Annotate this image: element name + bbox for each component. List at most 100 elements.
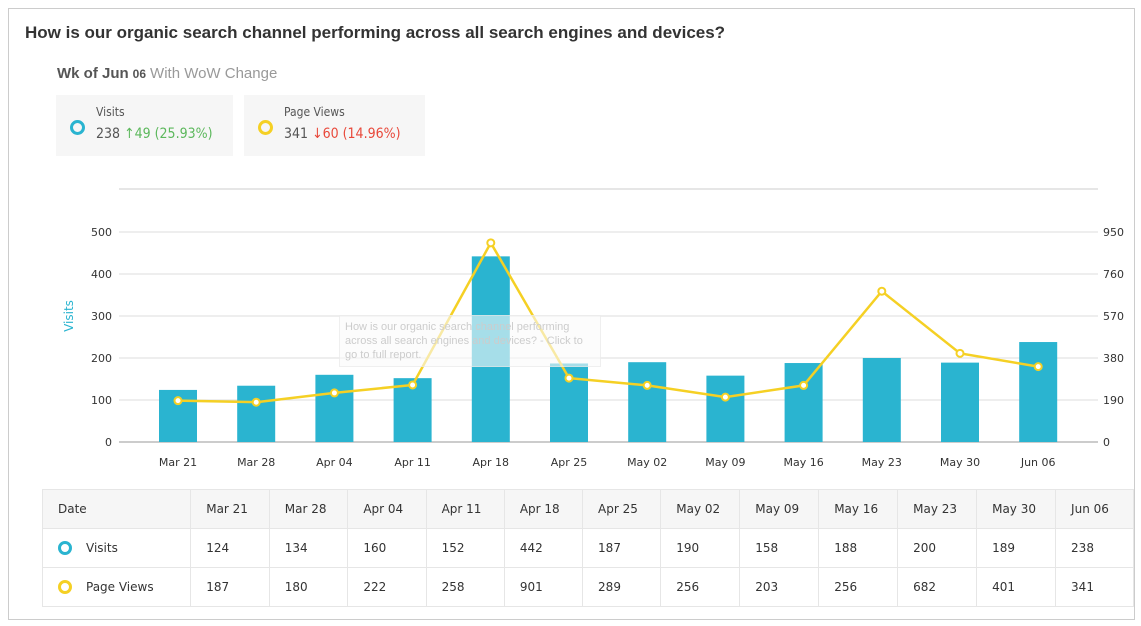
bar-visits[interactable]	[941, 362, 979, 442]
table-cell: 401	[976, 567, 1057, 607]
bar-visits[interactable]	[315, 374, 354, 442]
card-value: 238 ↑49 (25.93%)	[96, 126, 212, 142]
visits-legend-icon	[70, 120, 85, 135]
table-cell: 682	[897, 567, 978, 607]
line-pageviews	[177, 240, 1039, 404]
point-pageviews[interactable]	[486, 238, 496, 248]
y-axis-label: Visits	[62, 300, 76, 332]
table-cell: 222	[347, 567, 427, 607]
table-cell: 189	[976, 528, 1057, 568]
row-label: Page Views	[86, 579, 154, 594]
point-pageviews[interactable]	[720, 392, 730, 402]
bar-visits[interactable]	[706, 375, 745, 442]
header-date-cell: May 23	[897, 489, 978, 529]
y-right-tick: 950	[1103, 226, 1124, 239]
point-pageviews[interactable]	[564, 373, 574, 383]
x-tick: May 23	[862, 456, 902, 469]
point-pageviews[interactable]	[799, 380, 809, 390]
header-date-cell: May 02	[660, 489, 741, 529]
point-pageviews[interactable]	[329, 388, 339, 398]
point-pageviews[interactable]	[642, 380, 652, 390]
x-tick: Apr 25	[551, 456, 588, 469]
y-right-tick: 760	[1103, 268, 1124, 281]
point-pageviews[interactable]	[1033, 362, 1043, 372]
point-pageviews[interactable]	[173, 396, 183, 406]
x-tick: May 16	[783, 456, 823, 469]
y-left-tick: 200	[91, 352, 112, 365]
card-value: 341 ↓60 (14.96%)	[284, 126, 400, 142]
question-title[interactable]: How is our organic search channel perfor…	[25, 23, 726, 42]
table-cell: 203	[739, 567, 820, 607]
point-pageviews[interactable]	[877, 286, 887, 296]
x-tick: Mar 28	[237, 456, 275, 469]
x-tick: May 02	[627, 456, 667, 469]
table-cell: 256	[660, 567, 741, 607]
pageviews-legend-icon	[58, 580, 72, 595]
table-cell: 200	[897, 528, 978, 568]
visits-legend-icon	[58, 541, 72, 556]
arrow-up-icon: ↑	[124, 126, 135, 142]
bar-visits[interactable]	[628, 362, 667, 442]
chart: 0 0 100 190 200 380 300 570 400 760 500 950 Mar 21 Ma…	[62, 188, 1124, 469]
y-left-tick: 500	[91, 226, 112, 239]
report-widget[interactable]: How is our organic search channel perfor…	[8, 8, 1135, 620]
y-right-tick: 380	[1103, 352, 1124, 365]
value: 341	[284, 126, 309, 142]
header-date-cell: Apr 11	[425, 489, 505, 529]
header-date-cell: Apr 18	[503, 489, 584, 529]
header-date: Date	[41, 489, 192, 529]
table-cell: 180	[268, 567, 349, 607]
header-date-cell: Jun 06	[1055, 489, 1134, 529]
table-cell: 901	[503, 567, 584, 607]
x-tick: Jun 06	[1020, 456, 1056, 469]
row-label: Visits	[86, 540, 118, 555]
table-cell: 289	[582, 567, 662, 607]
y-left-tick: 300	[91, 310, 112, 323]
y-right-tick: 190	[1103, 394, 1124, 407]
change: 49 (25.93%)	[134, 126, 213, 142]
y-right-tick: 0	[1103, 436, 1110, 449]
arrow-down-icon: ↓	[312, 126, 323, 142]
table-cell: 258	[425, 567, 505, 607]
header-date-cell: Mar 28	[268, 489, 349, 529]
x-tick: Apr 11	[394, 456, 431, 469]
bar-visits[interactable]	[862, 358, 901, 442]
card-label: Visits	[96, 105, 125, 119]
x-tick: Mar 21	[159, 456, 197, 469]
y-left-tick: 400	[91, 268, 112, 281]
x-tick: May 30	[940, 456, 980, 469]
table-cell: 124	[190, 528, 270, 568]
pageviews-legend-icon	[258, 120, 273, 135]
point-pageviews[interactable]	[251, 397, 261, 407]
week-heading: Wk of Jun 06 With WoW Change	[57, 65, 277, 82]
y-left-tick: 100	[91, 394, 112, 407]
bar-visits[interactable]	[237, 385, 276, 442]
point-pageviews[interactable]	[408, 380, 418, 390]
x-tick: May 09	[705, 456, 745, 469]
bar-visits[interactable]	[1019, 342, 1058, 442]
x-tick: Apr 18	[473, 456, 510, 469]
pageviews-card: Page Views 341 ↓60 (14.96%)	[244, 95, 425, 156]
table-cell: 134	[268, 528, 349, 568]
header-date-cell: May 16	[818, 489, 899, 529]
table-cell: 160	[347, 528, 427, 568]
table-cell: 341	[1055, 567, 1134, 607]
bar-visits[interactable]	[784, 363, 823, 442]
table-cell: 187	[582, 528, 662, 568]
data-table: Date Mar 21 Mar 28 Apr 04 Apr 11 Apr 18 Apr 25…	[41, 489, 1134, 607]
row-label-pageviews: Page Views	[41, 567, 192, 607]
y-right-tick: 570	[1103, 310, 1124, 323]
change: 60 (14.96%)	[322, 126, 401, 142]
week-suffix: With WoW Change	[150, 65, 278, 82]
week-prefix: Wk of Jun	[57, 65, 129, 82]
table-cell: 188	[818, 528, 899, 568]
y-left-tick: 0	[105, 436, 112, 449]
header-date-cell: May 30	[976, 489, 1057, 529]
tooltip: How is our organic search channel perfor…	[339, 315, 601, 367]
header-date-cell: Apr 25	[582, 489, 662, 529]
visits-card: Visits 238 ↑49 (25.93%)	[56, 95, 233, 156]
week-day: 06	[132, 67, 147, 81]
header-date-cell: Mar 21	[190, 489, 270, 529]
point-pageviews[interactable]	[955, 348, 965, 358]
table-cell: 238	[1055, 528, 1134, 568]
